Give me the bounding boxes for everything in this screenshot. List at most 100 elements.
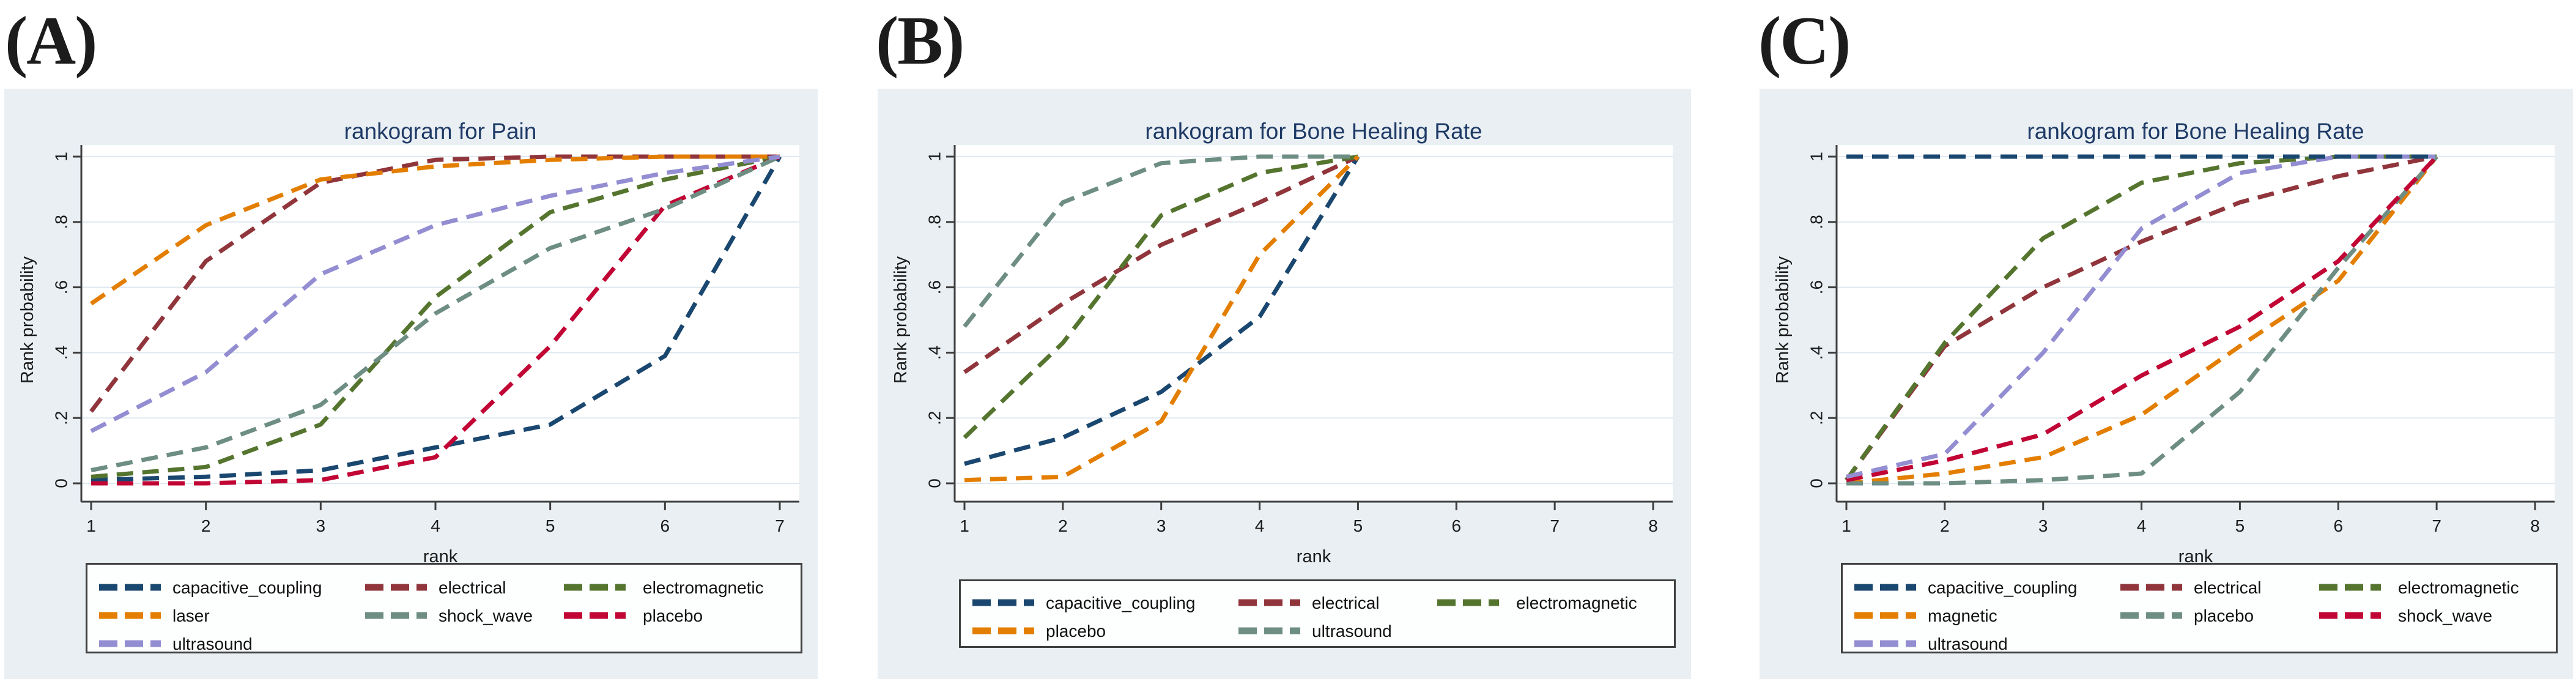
x-tick-label: 4 [431,516,440,535]
legend-label: electrical [439,578,506,597]
legend-label: placebo [1046,622,1106,641]
legend-label: capacitive_coupling [1046,593,1196,612]
legend-box: capacitive_coupling electrical electromagn… [86,563,802,653]
y-tick-label: .2 [52,411,71,425]
rankogram-chart-b: rankogram for Bone Healing Rate 0 .2 .4 .6 .8… [891,119,1673,567]
panel-letter: (B) [876,3,964,79]
y-tick-label: .2 [925,411,944,425]
x-tick-label: 6 [2333,516,2343,535]
x-tick-label: 5 [2235,516,2245,535]
y-tick-label: .4 [925,346,944,360]
plot-area [1837,145,2555,502]
x-axis-title: rank [1297,547,1331,567]
y-tick-label: 1 [1807,152,1826,162]
x-tick-label: 3 [1157,516,1166,535]
series-line-electromagnetic [91,154,780,479]
x-tick-label: 3 [316,516,326,535]
chart-title: rankogram for Bone Healing Rate [1145,119,1482,144]
y-tick-label: .8 [1807,215,1826,229]
y-tick-label: .2 [1807,411,1826,425]
x-tick-label: 7 [2432,516,2441,535]
x-tick-label: 5 [546,516,555,535]
series-line-placebo [964,155,1360,483]
series-line-electrical [963,154,1359,374]
legend-label: electromagnetic [2398,578,2519,597]
x-tick-label: 1 [1841,516,1851,535]
chart-block: rankogram for Bone Healing Rate 0 .2 .4 .6 .8… [878,89,1691,679]
legend-swatch-ultrasound [1238,627,1300,634]
series-line-magnetic [1846,155,2438,486]
legend-swatch-capacitive_coupling [972,599,1034,606]
x-tick-label: 2 [1058,516,1068,535]
y-tick-label: .8 [52,215,71,229]
chart-title: rankogram for Bone Healing Rate [2027,119,2364,144]
figure-panel-A: (A) rankogram for Pain 0 .2 .4 .6 .8 1 1 2 3 4 5 6 7 Ra… [0,0,859,684]
x-tick-label: 7 [1550,516,1560,535]
series-line-electromagnetic [963,154,1358,439]
x-tick-label: 6 [1451,516,1461,535]
rankogram-chart-c: rankogram for Bone Healing Rate 0 .2 .4 .6 .8… [1773,119,2555,567]
legend-label: magnetic [1928,606,1997,625]
x-tick-label: 4 [2137,516,2147,535]
legend-label: ultrasound [1928,634,2008,653]
y-tick-label: 1 [925,152,944,162]
y-tick-label: .4 [1807,346,1826,360]
x-tick-label: 1 [960,516,969,535]
y-axis-title: Rank probability [18,256,37,384]
y-tick-label: .6 [52,280,71,294]
rankogram-chart-a: rankogram for Pain 0 .2 .4 .6 .8 1 1 2 3 4 5 6 7 Rank … [18,119,799,567]
legend-swatch-shock_wave [365,612,427,619]
legend-swatch-ultrasound [1854,640,1916,647]
legend-swatch-laser [99,612,161,619]
legend-swatch-shock_wave [2319,612,2381,619]
series-line-shock_wave [1846,155,2438,483]
legend-swatch-electromagnetic [564,584,626,591]
series-line-placebo [1846,155,2438,486]
legend-label: electrical [1312,593,1380,612]
legend-label: electrical [2194,578,2262,597]
legend-swatch-electrical [2120,584,2182,591]
legend-swatch-ultrasound [99,640,161,647]
legend-box: capacitive_coupling electrical electromagn… [959,579,1676,648]
legend-swatch-magnetic [1854,612,1916,619]
legend-label: electromagnetic [1516,593,1637,612]
series-line-ultrasound [1846,154,2437,479]
x-tick-label: 5 [1353,516,1363,535]
series-line-ultrasound [963,154,1358,328]
x-tick-label: 4 [1255,516,1265,535]
legend-label: shock_wave [2398,606,2493,625]
legend-label: capacitive_coupling [1928,578,2078,597]
legend-label: capacitive_coupling [172,578,322,597]
legend-label: placebo [643,606,703,625]
legend-label: shock_wave [439,606,533,625]
x-tick-label: 6 [661,516,670,535]
y-tick-label: 0 [52,478,71,488]
legend-label: ultrasound [1312,622,1392,641]
legend-swatch-capacitive_coupling [1854,584,1916,591]
x-tick-label: 2 [201,516,211,535]
chart-block: rankogram for Pain 0 .2 .4 .6 .8 1 1 2 3 4 5 6 7 Rank … [4,89,818,679]
legend-swatch-placebo [972,627,1034,634]
legend-label: ultrasound [172,634,253,653]
legend-box: capacitive_coupling electrical electromagn… [1841,563,2558,653]
series-line-laser [90,154,780,306]
y-tick-label: .6 [925,280,944,294]
y-tick-label: 0 [925,478,944,488]
plot-area [955,145,1673,502]
x-tick-label: 8 [1648,516,1658,535]
x-tick-label: 8 [2530,516,2540,535]
series-line-placebo [91,154,781,486]
figure-panel-B: (B) rankogram for Bone Healing Rate 0 .2 .4.… [859,0,1717,684]
figure-panel-C: (C) rankogram for Bone Healing Rate 0 .2 .4.… [1717,0,2576,684]
series-line-capacitive_coupling [964,155,1360,466]
x-tick-label: 7 [775,516,785,535]
legend-label: placebo [2194,606,2254,625]
chart-block: rankogram for Bone Healing Rate 0 .2 .4 .6 .8… [1760,89,2573,679]
y-axis-title: Rank probability [891,256,911,384]
panel-letter: (A) [5,3,97,79]
y-tick-label: .4 [52,346,71,360]
legend-label: electromagnetic [643,578,764,597]
legend-swatch-placebo [2120,612,2182,619]
legend-swatch-placebo [564,612,626,619]
series-line-shock_wave [91,154,781,473]
